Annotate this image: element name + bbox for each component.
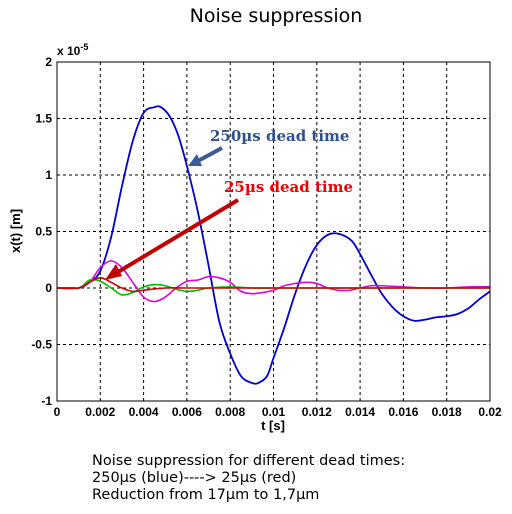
series-line-1 [56, 260, 491, 303]
annotation-25us: 25µs dead time [224, 178, 353, 196]
y-tick-label: 2 [45, 55, 52, 69]
caption: Noise suppression for different dead tim… [92, 453, 405, 504]
annotation-250us: 250µs dead time [210, 127, 349, 145]
chart-title: Noise suppression [190, 5, 363, 27]
x-tick-label: 0 [54, 405, 61, 419]
annotation-25-arrow-shaft [116, 198, 240, 274]
y-tick-label: 1 [45, 168, 52, 182]
annotation-250-arrow-head [188, 154, 202, 166]
annotations: 250µs dead time 25µs dead time [105, 127, 353, 280]
y-tick-label: 0.5 [35, 225, 52, 239]
y-axis-label: x(t) [m] [8, 209, 23, 253]
caption-line-1: Noise suppression for different dead tim… [92, 453, 406, 469]
y-exponent-power: -5 [80, 42, 88, 52]
y-exponent-base: x 10 [57, 44, 81, 58]
x-tick-label: 0.012 [302, 405, 332, 419]
x-tick-label: 0.02 [478, 405, 502, 419]
grid [57, 62, 490, 401]
y-ticks: 2 1.5 1 0.5 0 -0.5 -1 [31, 55, 52, 408]
series-line-0 [57, 105, 491, 385]
caption-line-3: Reduction from 17µm to 1,7µm [92, 487, 320, 503]
x-tick-label: 0.01 [262, 405, 286, 419]
y-exponent-label: x 10-5 [57, 42, 88, 58]
y-tick-label: -0.5 [31, 338, 52, 352]
x-tick-label: 0.006 [172, 405, 202, 419]
x-tick-label: 0.002 [85, 405, 115, 419]
x-tick-label: 0.018 [432, 405, 462, 419]
x-tick-label: 0.008 [215, 405, 245, 419]
x-tick-label: 0.004 [129, 405, 159, 419]
caption-line-2: 250µs (blue)----> 25µs (red) [92, 470, 297, 486]
y-tick-label: -1 [41, 394, 52, 408]
y-tick-label: 1.5 [35, 112, 52, 126]
series-line-3 [56, 277, 490, 293]
series-group [56, 105, 491, 385]
annotation-250-arrow-shaft [195, 146, 223, 164]
noise-suppression-chart: Noise suppression 0 0.002 0.004 0.006 0.008 0… [8, 5, 502, 433]
x-tick-label: 0.014 [345, 405, 375, 419]
y-tick-label: 0 [45, 281, 52, 295]
x-tick-label: 0.016 [388, 405, 418, 419]
x-axis-label: t [s] [261, 418, 285, 433]
plot-frame [56, 61, 491, 402]
x-ticks: 0 0.002 0.004 0.006 0.008 0.01 0.012 0.014 0.016… [54, 405, 502, 419]
annotation-25-arrow-head [105, 264, 122, 280]
